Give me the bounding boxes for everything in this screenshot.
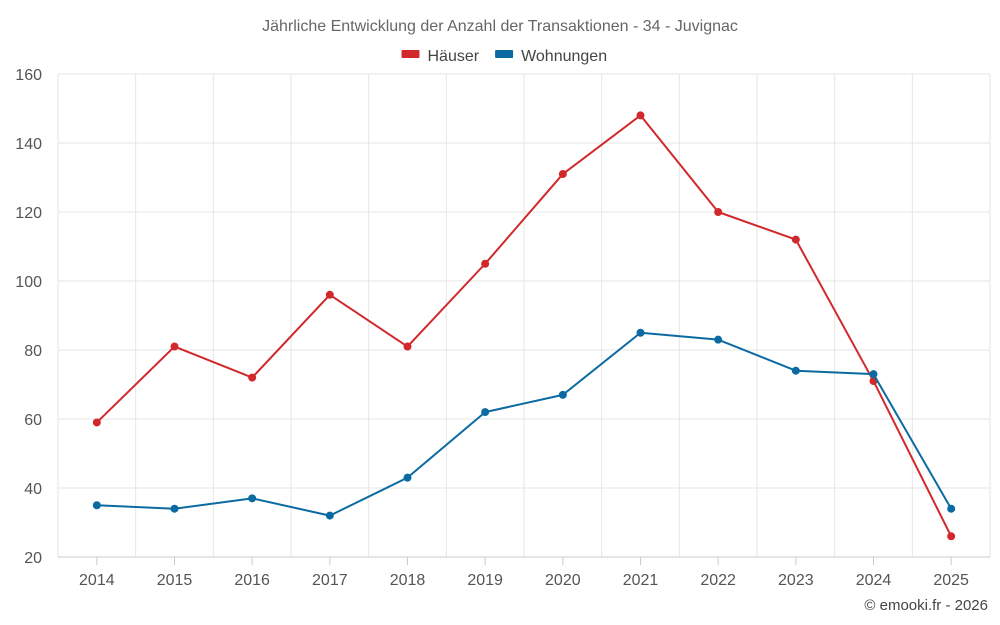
x-tick-label: 2023 [778, 572, 814, 589]
data-point[interactable] [558, 390, 567, 399]
y-tick-label: 160 [15, 67, 42, 84]
y-tick-label: 60 [24, 412, 42, 429]
series-line [96, 114, 953, 537]
y-tick-label: 140 [15, 136, 42, 153]
grid-lines [57, 73, 991, 557]
x-tick-label: 2014 [79, 572, 115, 589]
data-point[interactable] [947, 532, 956, 541]
series-line [96, 331, 953, 517]
data-point[interactable] [947, 504, 956, 513]
series-lines [92, 111, 956, 541]
x-tick-label: 2022 [700, 572, 736, 589]
legend[interactable]: Häuser Wohnungen [401, 48, 608, 65]
legend-label: Wohnungen [521, 48, 607, 65]
chart-title: Jährliche Entwicklung der Anzahl der Tra… [262, 18, 738, 35]
y-tick-label: 120 [15, 205, 42, 222]
data-point[interactable] [481, 259, 490, 268]
x-tick-label: 2018 [390, 572, 426, 589]
y-tick-label: 80 [24, 343, 42, 360]
legend-swatch [495, 50, 514, 58]
data-point[interactable] [869, 370, 878, 379]
y-tick-label: 100 [15, 274, 42, 291]
data-point[interactable] [714, 208, 723, 216]
legend-label: Häuser [428, 48, 480, 65]
data-point[interactable] [636, 111, 645, 120]
x-tick-label: 2019 [467, 572, 503, 589]
x-tick-label: 2025 [933, 572, 969, 589]
x-tick-label: 2021 [623, 572, 659, 589]
data-point[interactable] [403, 342, 412, 351]
legend-swatch [401, 50, 420, 58]
data-point[interactable] [791, 235, 800, 244]
data-point[interactable] [248, 373, 257, 382]
data-point[interactable] [636, 328, 645, 337]
axes: 20 40 60 80 100 120 140 160 2014 2015 2016 2017 2018… [15, 67, 990, 589]
data-point[interactable] [481, 408, 490, 417]
series-häuser [92, 111, 956, 541]
y-tick-label: 20 [24, 550, 42, 567]
y-tick-label: 40 [24, 481, 42, 498]
x-tick-label: 2015 [157, 572, 193, 589]
legend-item-häuser[interactable]: Häuser [401, 48, 480, 65]
x-tick-label: 2016 [234, 572, 270, 589]
data-point[interactable] [791, 366, 800, 375]
data-point[interactable] [92, 501, 101, 510]
data-point[interactable] [170, 504, 179, 513]
data-point[interactable] [558, 170, 567, 179]
data-point[interactable] [248, 494, 257, 503]
data-point[interactable] [403, 473, 412, 482]
x-tick-label: 2020 [545, 572, 581, 589]
data-point[interactable] [325, 511, 334, 520]
series-wohnungen [92, 328, 956, 520]
data-point[interactable] [92, 418, 101, 427]
x-tick-label: 2024 [856, 572, 892, 589]
data-point[interactable] [325, 290, 334, 299]
data-point[interactable] [714, 335, 723, 344]
legend-item-wohnungen[interactable]: Wohnungen [495, 48, 607, 65]
credit-text: © emooki.fr - 2026 [864, 597, 988, 614]
x-tick-label: 2017 [312, 572, 348, 589]
data-point[interactable] [170, 342, 179, 351]
